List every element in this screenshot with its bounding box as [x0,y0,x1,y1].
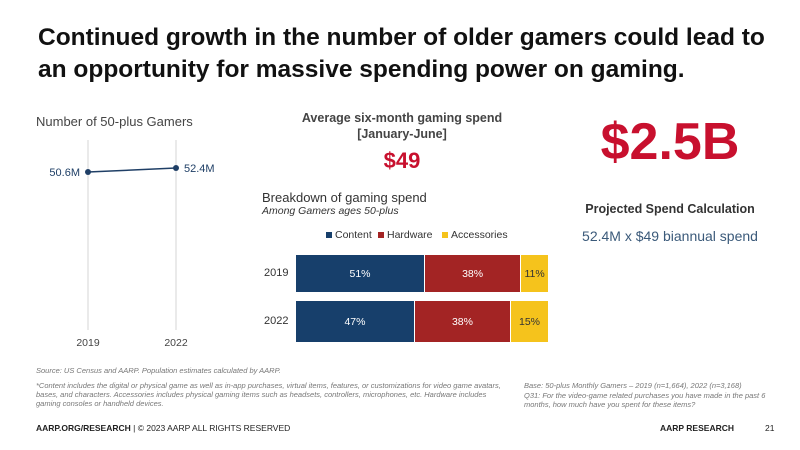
data-label: 52.4M [184,163,215,175]
series-line [87,167,177,173]
legend-swatch [442,232,448,238]
breakdown-title: Breakdown of gaming spend [262,190,427,205]
line-chart-title: Number of 50-plus Gamers [36,114,193,129]
bar-category-label: 2022 [264,314,289,327]
footer-site[interactable]: AARP.ORG/RESEARCH [36,423,131,433]
x-tick-label: 2022 [164,337,188,349]
base-note: Base: 50-plus Monthly Gamers – 2019 (n=1… [524,381,742,390]
page-number: 21 [765,423,775,433]
legend-item: Content [326,229,372,241]
x-tick-label: 2019 [76,337,100,349]
bar-segment-content: 51% [296,255,425,292]
legend-label: Hardware [387,229,433,241]
page-title: Continued growth in the number of older … [38,24,765,83]
footer-copyright-text: | © 2023 AARP ALL RIGHTS RESERVED [130,423,291,433]
footer-copyright: AARP.ORG/RESEARCH | © 2023 AARP ALL RIGH… [36,423,290,433]
projected-spend-title: Projected Spend Calculation [585,202,755,216]
spend-title: Average six-month gaming spend [January-… [262,110,542,142]
projected-spend-calculation: 52.4M x $49 biannual spend [582,228,758,244]
spend-title-line1: Average six-month gaming spend [301,111,503,125]
data-point [173,165,179,172]
data-label: 50.6M [49,167,80,179]
question-note: Q31: For the video-game related purchase… [524,391,766,409]
source-note: Source: US Census and AARP. Population e… [36,366,281,375]
breakdown-subtitle: Among Gamers ages 50-plus [262,205,399,217]
legend-swatch [326,232,332,238]
projected-spend-value: $2.5B [600,113,740,171]
spend-title-line2: [January-June] [357,127,447,141]
bar-segment-hardware: 38% [425,255,521,292]
bar-segment-hardware: 38% [414,301,511,342]
spend-value: $49 [383,148,421,173]
bar-category-label: 2019 [264,266,289,279]
legend-label: Accessories [451,229,508,241]
legend-item: Accessories [442,229,508,241]
footer-brand: AARP RESEARCH [660,423,734,433]
legend-swatch [378,232,384,238]
data-point [85,169,91,175]
legend-label: Content [335,229,372,241]
footnote: *Content includes the digital or physica… [36,381,501,408]
bar-segment-accessories: 11% [521,255,548,292]
legend-item: Hardware [378,229,433,241]
bar-segment-content: 47% [296,301,414,342]
bar-segment-accessories: 15% [511,301,548,342]
